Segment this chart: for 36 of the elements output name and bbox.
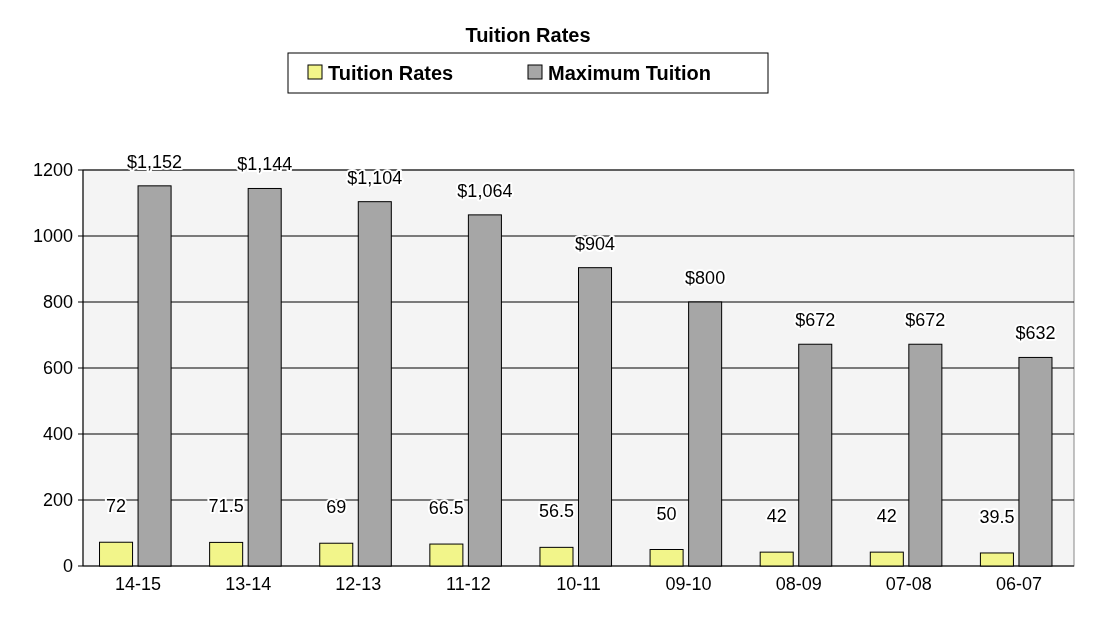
x-tick-label: 06-07 xyxy=(995,574,1042,594)
data-label: 50 xyxy=(656,503,677,524)
legend-label: Maximum Tuition xyxy=(548,62,711,84)
x-tick-label: 12-13 xyxy=(335,574,382,594)
data-label: $800 xyxy=(685,268,726,288)
x-tick-label: 07-08 xyxy=(885,574,932,594)
y-tick-label: 1000 xyxy=(32,226,73,247)
data-label: 42 xyxy=(766,506,787,527)
data-label: 66.5 xyxy=(428,498,464,519)
y-tick-label: 800 xyxy=(42,292,73,313)
data-label: $1,104 xyxy=(347,167,403,188)
y-tick-label: 1200 xyxy=(32,160,73,181)
x-tick-label: 09-10 xyxy=(665,574,712,594)
y-tick-label: 400 xyxy=(42,424,73,445)
data-label: $672 xyxy=(795,310,836,331)
x-tick-label: 14-15 xyxy=(115,574,162,594)
data-label: 69 xyxy=(326,497,347,518)
data-label: $904 xyxy=(574,233,616,254)
data-label: 71.5 xyxy=(208,496,244,517)
data-label: $672 xyxy=(905,310,946,331)
y-tick-label: 0 xyxy=(62,556,73,577)
x-tick-label: 13-14 xyxy=(225,574,272,594)
data-label: $1,152 xyxy=(127,151,183,172)
data-label: 72 xyxy=(106,496,127,517)
legend-label: Tuition Rates xyxy=(328,62,454,84)
data-label: 39.5 xyxy=(979,506,1015,527)
y-tick-label: 600 xyxy=(42,358,73,379)
data-label: 42 xyxy=(876,506,897,527)
chart-title: Tuition Rates xyxy=(465,24,591,46)
x-tick-label: 10-11 xyxy=(556,574,601,594)
y-tick-label: 200 xyxy=(42,490,73,511)
data-label: $632 xyxy=(1015,323,1056,344)
data-label: 56.5 xyxy=(538,501,574,522)
data-label: $1,064 xyxy=(457,180,513,201)
x-tick-label: 11-12 xyxy=(446,574,491,594)
x-tick-label: 08-09 xyxy=(775,574,822,594)
